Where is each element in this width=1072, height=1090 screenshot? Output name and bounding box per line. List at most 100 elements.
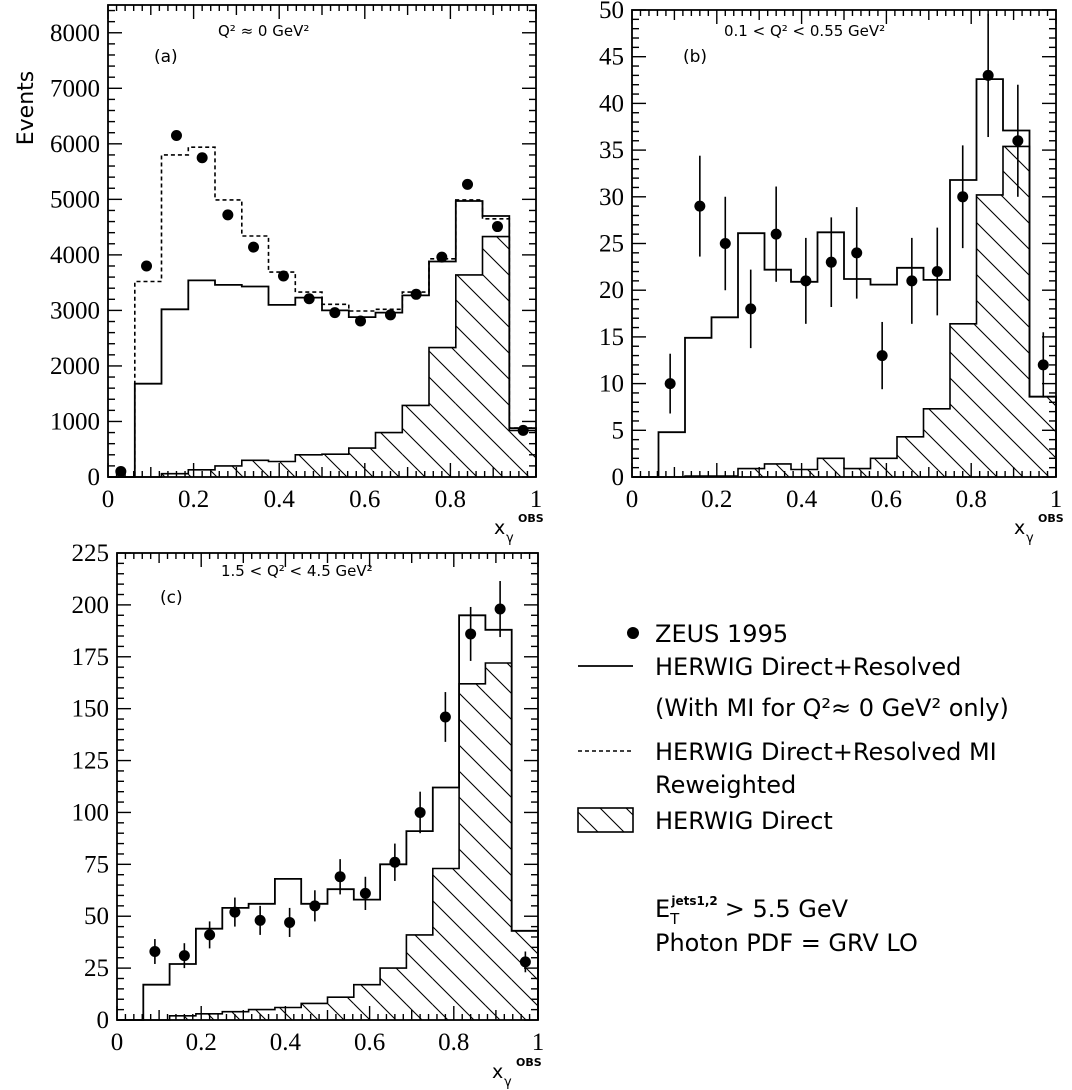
hatched-bar <box>327 997 354 1020</box>
hatched-bar <box>429 347 456 477</box>
data-point <box>906 275 918 287</box>
svg-text:OBS: OBS <box>516 1056 542 1069</box>
data-point <box>355 315 367 327</box>
data-point <box>284 916 296 928</box>
legend-label-reweighted: Reweighted <box>655 771 796 799</box>
data-point <box>414 806 426 818</box>
x-tick-label: 1 <box>530 486 543 513</box>
hatched-bar <box>353 984 381 1020</box>
x-tick-label: 0.6 <box>354 1029 385 1056</box>
panel-a-xticks: 0 0.2 0.4 0.6 0.8 1 <box>102 5 543 513</box>
panel-b-yticks: 0 5 10 15 20 25 30 35 40 45 50 <box>599 0 1056 491</box>
y-tick-label: 0 <box>612 464 625 491</box>
hatched-bar <box>976 194 1003 477</box>
hatched-bar <box>322 454 349 477</box>
legend-label-herwig-direct: HERWIG Direct <box>655 807 833 835</box>
svg-text:x: x <box>494 517 505 539</box>
data-point <box>229 906 241 918</box>
legend-dot-symbol <box>627 627 639 639</box>
panel-b: 0 5 10 15 20 25 30 35 40 45 50 0 0.2 0.4 0.6 0.8 1 0.1 … <box>599 0 1064 546</box>
x-tick-label: 0.8 <box>438 1029 469 1056</box>
note-pdf: Photon PDF = GRV LO <box>655 929 918 957</box>
y-tick-label: 35 <box>599 137 624 164</box>
data-point <box>982 69 994 81</box>
data-point <box>719 238 731 249</box>
legend-hatch-symbol <box>577 807 634 833</box>
data-point <box>694 200 706 212</box>
data-point <box>465 628 477 640</box>
panel-c-points <box>149 581 531 973</box>
x-tick-label: 1 <box>1050 486 1063 513</box>
panel-a-direct-outline <box>108 235 537 478</box>
x-tick-label: 0.4 <box>264 486 296 513</box>
panel-c-direct-outline <box>117 662 539 1021</box>
panel-b-label: (b) <box>683 47 707 67</box>
data-point <box>359 887 371 899</box>
hatched-bar <box>295 454 322 477</box>
data-point <box>494 603 506 615</box>
y-tick-label: 8000 <box>50 20 100 47</box>
x-tick-label: 0 <box>102 486 115 513</box>
y-tick-label: 3000 <box>50 297 100 324</box>
hatched-bar <box>509 430 536 477</box>
legend-label-herwig-dr: HERWIG Direct+Resolved <box>655 653 961 681</box>
y-tick-label: 175 <box>72 644 110 671</box>
y-tick-label: 4000 <box>50 242 100 269</box>
data-point <box>303 293 315 305</box>
y-tick-label: 0 <box>97 1007 110 1034</box>
hatched-bar <box>375 432 403 477</box>
data-point <box>170 129 182 141</box>
data-point <box>436 251 448 263</box>
y-tick-label: 25 <box>599 231 624 258</box>
data-point <box>334 871 346 883</box>
data-point <box>825 256 837 268</box>
hatched-bar <box>1003 146 1030 477</box>
hatched-bar <box>380 968 407 1020</box>
data-point <box>851 247 863 259</box>
y-tick-label: 30 <box>599 184 624 211</box>
hatched-bar <box>897 436 924 477</box>
panel-b-xticks: 0 0.2 0.4 0.6 0.8 1 <box>626 10 1063 513</box>
svg-text:γ: γ <box>504 1075 512 1090</box>
svg-text:x: x <box>1014 517 1025 539</box>
data-point <box>519 956 531 968</box>
y-tick-label: 45 <box>599 44 624 71</box>
panel-b-points <box>664 13 1049 414</box>
hatched-bar <box>268 461 296 477</box>
panel-c-xticks: 0 0.2 0.4 0.6 0.8 1 <box>111 553 544 1056</box>
data-point <box>248 241 260 253</box>
svg-text:OBS: OBS <box>518 512 544 525</box>
y-tick-label: 5000 <box>50 186 100 213</box>
panel-b-title: 0.1 < Q² < 0.55 GeV² <box>724 22 885 40</box>
svg-text:γ: γ <box>1026 531 1034 546</box>
x-tick-label: 0.2 <box>701 486 732 513</box>
y-tick-label: 50 <box>84 903 109 930</box>
y-tick-label: 75 <box>84 851 109 878</box>
hatched-bar <box>459 683 486 1020</box>
panel-c-xlabel: x γ OBS <box>492 1056 542 1090</box>
hatched-bar <box>1029 396 1056 477</box>
panel-a: 0 1000 2000 3000 4000 5000 6000 7000 8000 0 0.2 0.… <box>14 4 544 546</box>
data-point <box>329 307 341 319</box>
x-tick-label: 0.6 <box>349 486 380 513</box>
svg-text:γ: γ <box>506 531 514 546</box>
hatched-bar <box>241 460 269 477</box>
x-tick-label: 0.8 <box>435 486 466 513</box>
hatched-bar <box>248 1009 275 1020</box>
hatched-bar <box>161 473 189 477</box>
hatched-bar <box>511 930 538 1020</box>
data-point <box>664 378 676 390</box>
data-point <box>149 946 161 958</box>
panel-c-label: (c) <box>160 588 183 608</box>
hatched-bar <box>791 469 818 477</box>
hatched-bar <box>764 463 791 477</box>
panel-a-solid-line <box>108 200 537 478</box>
svg-text:OBS: OBS <box>1038 512 1064 525</box>
data-point <box>222 209 234 221</box>
data-point <box>277 270 289 282</box>
panel-a-yticks: 0 1000 2000 3000 4000 5000 6000 7000 8000 <box>50 9 536 491</box>
data-point <box>204 929 216 941</box>
legend: ZEUS 1995 HERWIG Direct+Resolved (With M… <box>577 620 1009 835</box>
panel-a-ylabel: Events <box>14 71 39 146</box>
